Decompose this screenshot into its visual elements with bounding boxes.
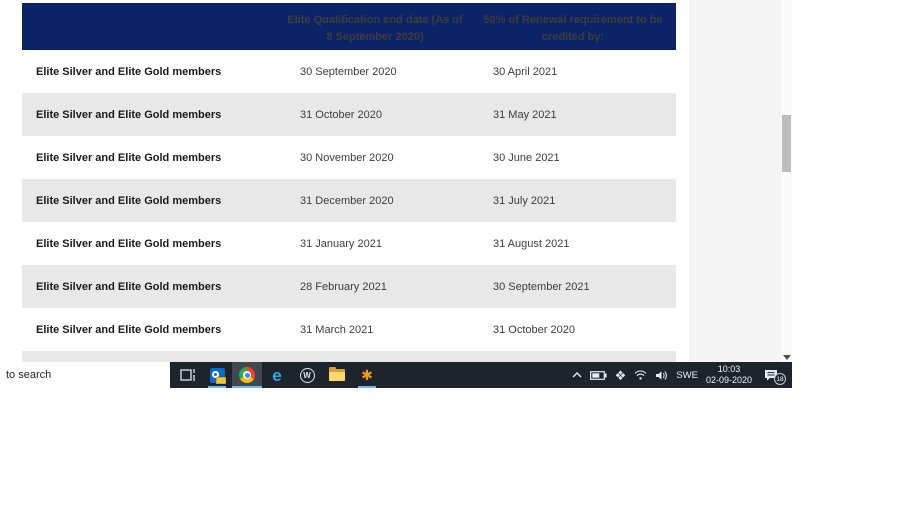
qualification-end-date: 30 September 2020 xyxy=(300,65,397,78)
edge-icon: e xyxy=(272,365,282,385)
scrollbar-down-arrow-icon[interactable] xyxy=(783,355,791,360)
table-row: Elite Silver and Elite Gold members 30 S… xyxy=(22,50,676,93)
member-tier-label: Elite Silver and Elite Gold members xyxy=(36,65,222,78)
outlook-taskbar-button[interactable] xyxy=(202,362,232,388)
table-row: Elite Silver and Elite Gold members 31 O… xyxy=(22,93,676,136)
clock-date: 02-09-2020 xyxy=(705,375,752,385)
header-cell-qualification-end-date: Elite Qualification end date (As of 8 Se… xyxy=(287,14,463,43)
file-explorer-taskbar-button[interactable] xyxy=(322,362,352,388)
credited-by-date: 31 October 2020 xyxy=(493,323,575,336)
qualification-end-date: 31 March 2021 xyxy=(300,323,374,336)
member-tier-label: Elite Silver and Elite Gold members xyxy=(36,108,222,121)
vertical-scrollbar[interactable] xyxy=(781,0,792,362)
credited-by-date: 30 April 2021 xyxy=(493,65,558,78)
show-hidden-icons-chevron-icon[interactable] xyxy=(572,372,582,378)
qualification-end-date: 31 January 2021 xyxy=(300,237,382,250)
dropbox-icon[interactable]: ❖ xyxy=(614,367,627,383)
table-row: Elite Silver and Elite Gold members 30 N… xyxy=(22,136,676,179)
running-indicator xyxy=(208,386,226,388)
credited-by-date: 31 May 2021 xyxy=(493,108,557,121)
chrome-taskbar-button[interactable] xyxy=(232,362,262,388)
member-tier-label: Elite Silver and Elite Gold members xyxy=(36,194,222,207)
member-tier-label: Elite Silver and Elite Gold members xyxy=(36,323,222,336)
task-view-button[interactable] xyxy=(174,362,202,388)
member-tier-label: Elite Silver and Elite Gold members xyxy=(36,151,222,164)
header-cell-renewal-credit: 50% of Renewal requirement to be credite… xyxy=(483,14,663,43)
credited-by-date: 30 September 2021 xyxy=(493,280,590,293)
asterisk-app-taskbar-button[interactable]: ✱ xyxy=(352,362,382,388)
qualification-end-date: 31 December 2020 xyxy=(300,194,394,207)
member-tier-label: Elite Silver and Elite Gold members xyxy=(36,280,222,293)
battery-icon[interactable] xyxy=(589,370,607,380)
clock-time: 10:03 xyxy=(717,363,741,374)
windows-taskbar: to search e W xyxy=(0,362,792,388)
credited-by-date: 31 July 2021 xyxy=(493,194,556,207)
chrome-icon xyxy=(239,367,255,383)
workplace-icon: W xyxy=(299,367,315,383)
running-indicator xyxy=(358,386,376,388)
table-header-row: Elite Qualification end date (As of 8 Se… xyxy=(22,3,676,50)
taskbar-search-input[interactable]: to search xyxy=(0,362,170,388)
credited-by-date: 31 August 2021 xyxy=(493,237,570,250)
file-explorer-icon xyxy=(329,367,345,381)
taskbar-clock[interactable]: 10:03 02-09-2020 xyxy=(706,364,752,387)
credited-by-date: 30 June 2021 xyxy=(493,151,560,164)
qualification-end-date: 31 October 2020 xyxy=(300,108,382,121)
search-text: to search xyxy=(6,369,52,381)
wifi-icon[interactable] xyxy=(634,370,647,380)
header-cell-members xyxy=(22,3,280,50)
table-row: Elite Silver and Elite Gold members 31 M… xyxy=(22,308,676,351)
member-tier-label: Elite Silver and Elite Gold members xyxy=(36,237,222,250)
system-tray: ❖ SWE 10:03 02-09-2020 xyxy=(572,362,792,388)
language-indicator[interactable]: SWE xyxy=(676,369,698,381)
qualification-end-date: 30 November 2020 xyxy=(300,151,394,164)
table-row-partially-hidden xyxy=(22,351,676,362)
volume-icon[interactable] xyxy=(655,370,668,381)
qualification-end-date: 28 February 2021 xyxy=(300,280,387,293)
table-row: Elite Silver and Elite Gold members 31 J… xyxy=(22,222,676,265)
table-row: Elite Silver and Elite Gold members 31 D… xyxy=(22,179,676,222)
browser-viewport: Elite Qualification end date (As of 8 Se… xyxy=(22,0,792,362)
outlook-icon xyxy=(209,367,226,384)
notification-count-badge: 18 xyxy=(774,373,786,385)
running-indicator xyxy=(232,386,262,388)
action-center-button[interactable]: 18 xyxy=(764,369,786,385)
edge-taskbar-button[interactable]: e xyxy=(262,362,292,388)
elite-membership-table: Elite Qualification end date (As of 8 Se… xyxy=(22,3,676,362)
asterisk-app-icon: ✱ xyxy=(361,367,373,383)
page-side-background xyxy=(689,0,781,362)
workplace-taskbar-button[interactable]: W xyxy=(292,362,322,388)
scrollbar-thumb[interactable] xyxy=(782,115,791,172)
table-row: Elite Silver and Elite Gold members 28 F… xyxy=(22,265,676,308)
task-view-icon xyxy=(180,369,195,381)
